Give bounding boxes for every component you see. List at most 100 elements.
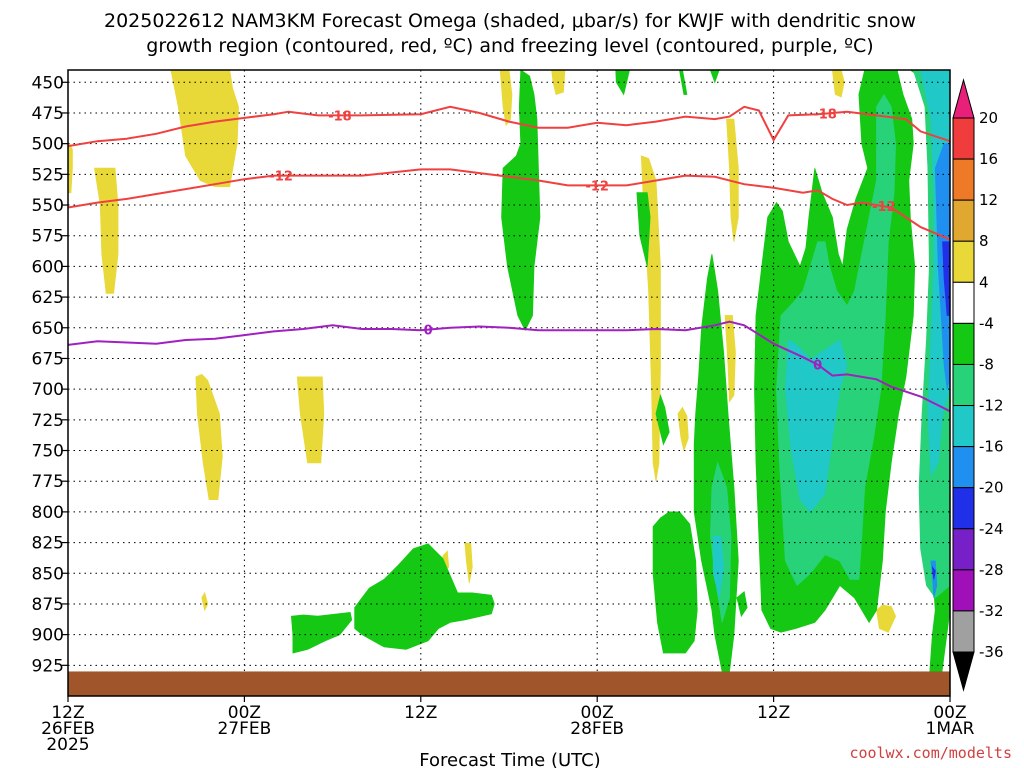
contour-label: -18	[328, 109, 352, 124]
y-tick-label: 450	[32, 73, 64, 93]
omega-region	[201, 591, 209, 612]
colorbar-bin	[952, 158, 975, 201]
omega-region	[652, 511, 698, 654]
chart-title-line2: growth region (contoured, red, ºC) and f…	[146, 35, 873, 57]
y-tick-label: 475	[32, 104, 64, 124]
x-tick-label: 00Z	[581, 703, 614, 723]
colorbar-label: -20	[979, 479, 1004, 497]
x-tick-label: 00Z	[228, 703, 261, 723]
x-tick-label: 00Z	[933, 703, 966, 723]
colorbar-bin	[952, 199, 975, 242]
colorbar-bin	[952, 528, 975, 571]
contour-line	[68, 168, 950, 241]
colorbar-bin	[952, 322, 975, 365]
y-tick-label: 650	[32, 319, 64, 339]
omega-region	[736, 590, 748, 618]
omega-region	[876, 604, 897, 633]
omega-region	[831, 70, 845, 98]
omega-region	[94, 167, 119, 294]
contour-label: -12	[269, 170, 293, 185]
contour-label: -18	[813, 108, 837, 123]
colorbar-label: -32	[979, 602, 1004, 620]
colorbar-label: 8	[979, 232, 989, 250]
y-tick-label: 750	[32, 442, 64, 462]
colorbar-label: -8	[979, 355, 994, 373]
contour-layer: -18 -18 -12 -12 -12 0 0	[68, 105, 950, 413]
surface-terrain-band	[68, 671, 950, 696]
omega-region	[68, 143, 73, 194]
colorbar: 20 16 12 8 4 -4 -8 -12 -16 -20 -24 -28 -32 -36	[952, 78, 1004, 692]
omega-region	[156, 70, 239, 188]
colorbar-label: 4	[979, 273, 989, 291]
plot-area: -18 -18 -12 -12 -12 0 0	[67, 69, 951, 697]
y-tick-label: 575	[32, 227, 64, 247]
y-tick-label: 500	[32, 135, 64, 155]
colorbar-label: -4	[979, 314, 994, 332]
colorbar-bin	[952, 117, 975, 160]
colorbar-bin	[952, 569, 975, 612]
omega-region	[679, 70, 688, 95]
y-tick-label: 550	[32, 196, 64, 216]
contour-line	[68, 105, 950, 148]
y-tick-label: 850	[32, 564, 64, 584]
colorbar-triangle-bottom	[952, 651, 975, 692]
x-tick-label: 28FEB	[570, 719, 624, 739]
x-tick-label: 2025	[46, 735, 89, 755]
colorbar-triangle-top	[952, 78, 975, 119]
colorbar-bin	[952, 240, 975, 283]
x-axis-title: Forecast Time (UTC)	[419, 750, 600, 768]
colorbar-bin	[952, 487, 975, 530]
y-tick-label: 875	[32, 595, 64, 615]
omega-region	[195, 373, 223, 501]
chart-title-line1: 2025022612 NAM3KM Forecast Omega (shaded…	[104, 10, 916, 32]
omega-region	[677, 406, 689, 452]
y-tick-label: 675	[32, 349, 64, 369]
omega-region	[290, 612, 353, 654]
colorbar-bin	[952, 610, 975, 653]
colorbar-label: -24	[979, 520, 1004, 538]
omega-region	[709, 70, 720, 84]
colorbar-label: 12	[979, 191, 998, 209]
y-tick-label: 925	[32, 656, 64, 676]
x-tick-label: 12Z	[404, 703, 437, 723]
credit-text: coolwx.com/modelts	[849, 744, 1012, 762]
grid-layer	[68, 70, 950, 696]
y-tick-label: 775	[32, 472, 64, 492]
x-tick-label: 27FEB	[217, 719, 271, 739]
y-tick-label: 700	[32, 380, 64, 400]
y-tick-label: 900	[32, 626, 64, 646]
omega-region	[712, 536, 725, 598]
omega-region	[354, 543, 495, 650]
y-tick-label: 625	[32, 288, 64, 308]
x-tick-label: 12Z	[51, 703, 84, 723]
contour-label: -12	[872, 200, 896, 215]
colorbar-bin	[952, 281, 975, 324]
contour-label: 0	[424, 324, 433, 339]
y-tick-label: 725	[32, 411, 64, 431]
contour-label: 0	[813, 359, 822, 374]
x-tick-label: 26FEB	[41, 719, 95, 739]
contour-line	[68, 320, 950, 413]
colorbar-label: -36	[979, 643, 1004, 661]
contour-label: -12	[585, 179, 609, 194]
y-tick-label: 825	[32, 534, 64, 554]
omega-region	[724, 315, 736, 403]
y-axis: 450 475 500 525 550 575 600 625 650 675 700 725 750 7…	[32, 73, 68, 676]
colorbar-label: -28	[979, 561, 1004, 579]
y-tick-label: 600	[32, 257, 64, 277]
colorbar-label: 16	[979, 150, 998, 168]
colorbar-label: -12	[979, 397, 1004, 415]
colorbar-label: -16	[979, 438, 1004, 456]
y-tick-label: 800	[32, 503, 64, 523]
x-tick-label: 1MAR	[926, 719, 975, 739]
colorbar-bin	[952, 363, 975, 407]
omega-region	[499, 70, 513, 127]
colorbar-bin	[952, 446, 975, 489]
colorbar-label: 20	[979, 109, 998, 127]
omega-region	[931, 565, 936, 580]
omega-region	[501, 70, 541, 332]
y-tick-label: 525	[32, 165, 64, 185]
omega-region	[636, 192, 651, 267]
